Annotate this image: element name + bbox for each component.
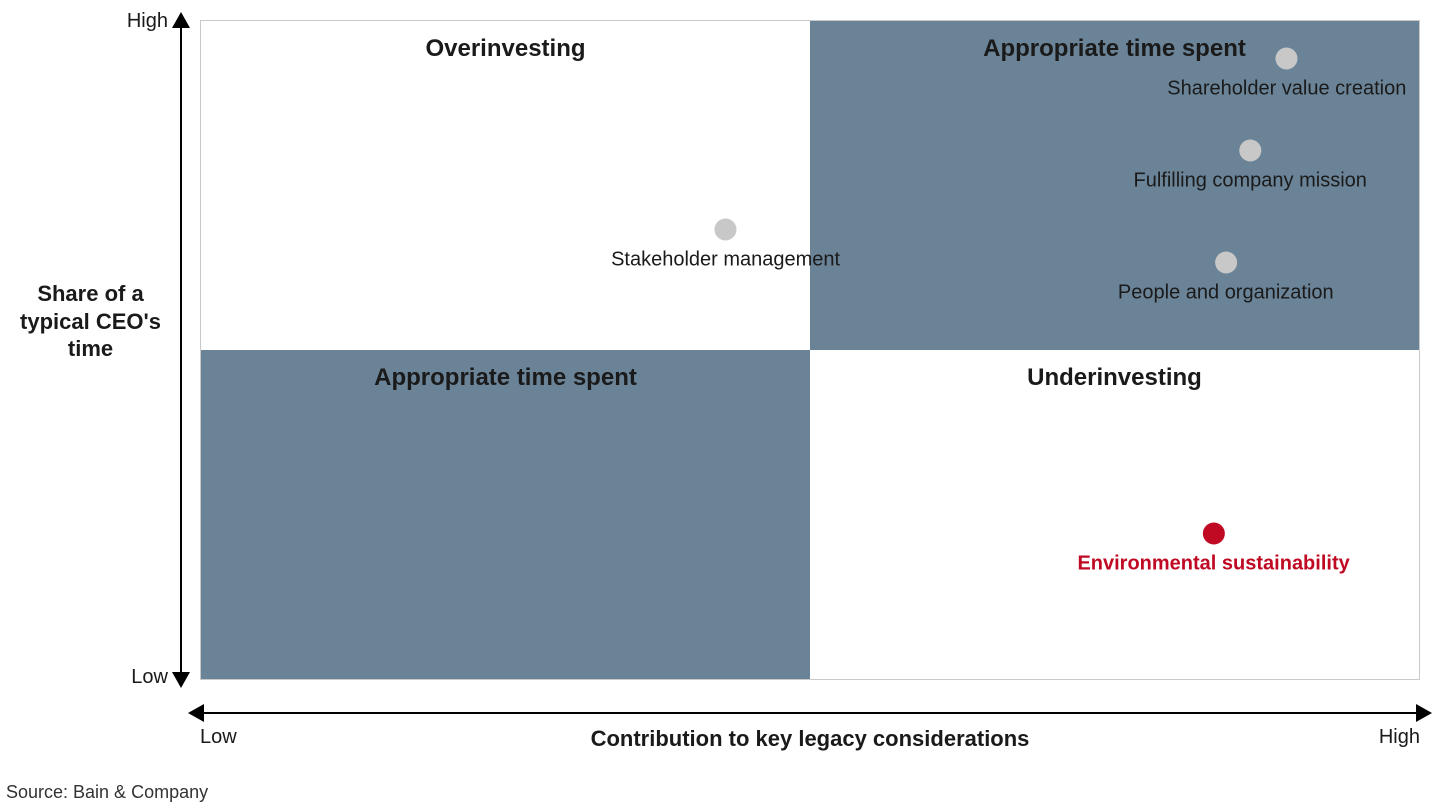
y-axis-line xyxy=(180,20,182,680)
quadrant-title-bottom-left: Appropriate time spent xyxy=(201,364,810,392)
arrow-right-icon xyxy=(1416,704,1432,722)
data-point-stakeholder-management: Stakeholder management xyxy=(611,219,840,272)
data-point-people-and-organization: People and organization xyxy=(1118,252,1334,305)
quadrant-bottom-left: Appropriate time spent xyxy=(201,350,810,679)
chart-stage: Overinvesting Appropriate time spent App… xyxy=(0,0,1440,810)
quadrant-title-top-left: Overinvesting xyxy=(201,35,810,63)
x-axis-title: Contribution to key legacy consideration… xyxy=(200,726,1420,752)
data-point-label: Stakeholder management xyxy=(611,249,840,272)
data-point-fulfilling-company-mission: Fulfilling company mission xyxy=(1133,140,1366,193)
dot-icon xyxy=(715,219,737,241)
data-point-label: Shareholder value creation xyxy=(1167,77,1406,100)
quadrant-top-left: Overinvesting xyxy=(201,21,810,350)
data-point-label: People and organization xyxy=(1118,282,1334,305)
dot-icon xyxy=(1239,140,1261,162)
quadrant-plot: Overinvesting Appropriate time spent App… xyxy=(200,20,1420,680)
arrow-down-icon xyxy=(172,672,190,688)
y-axis-title: Share of a typical CEO's time xyxy=(8,280,173,363)
y-axis-high-label: High xyxy=(108,10,168,33)
quadrant-title-bottom-right: Underinvesting xyxy=(810,364,1419,392)
data-point-shareholder-value-creation: Shareholder value creation xyxy=(1167,47,1406,100)
quadrant-bottom-right: Underinvesting xyxy=(810,350,1419,679)
dot-icon xyxy=(1215,252,1237,274)
y-axis-low-label: Low xyxy=(108,666,168,689)
data-point-label: Fulfilling company mission xyxy=(1133,170,1366,193)
arrow-up-icon xyxy=(172,12,190,28)
data-point-label: Environmental sustainability xyxy=(1077,553,1349,576)
data-point-environmental-sustainability: Environmental sustainability xyxy=(1077,523,1349,576)
source-attribution: Source: Bain & Company xyxy=(6,782,208,803)
arrow-left-icon xyxy=(188,704,204,722)
x-axis-line xyxy=(200,712,1420,714)
dot-icon xyxy=(1276,47,1298,69)
dot-icon xyxy=(1203,523,1225,545)
